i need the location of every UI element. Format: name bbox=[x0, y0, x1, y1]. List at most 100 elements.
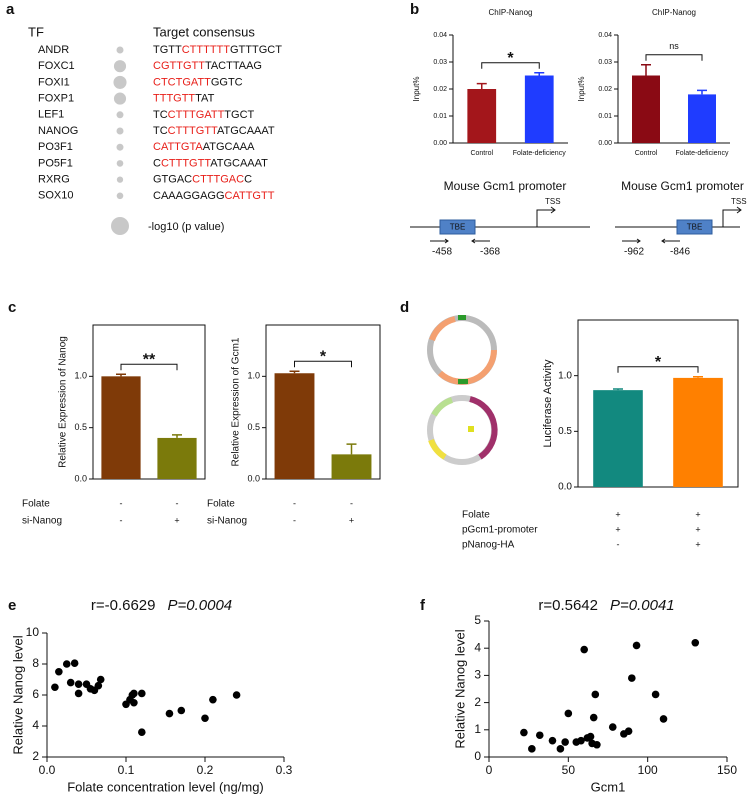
tbe-box bbox=[676, 219, 713, 235]
y-tick-label: 0.00 bbox=[598, 140, 612, 147]
point bbox=[177, 706, 186, 715]
primer-label: -846 bbox=[670, 247, 690, 258]
point bbox=[165, 709, 174, 718]
y-tick-label: 6 bbox=[32, 687, 39, 701]
tf-name: RXRG bbox=[38, 174, 70, 186]
point bbox=[201, 714, 209, 723]
condition-mark: + bbox=[615, 509, 620, 519]
y-axis-label: Input% bbox=[412, 77, 421, 102]
point bbox=[55, 667, 63, 676]
sequence: CAAAGGAGGCATTGTT bbox=[153, 190, 275, 202]
y-tick-label: 0.5 bbox=[74, 422, 87, 432]
tf-name: FOXC1 bbox=[38, 60, 75, 72]
panel-label: b bbox=[410, 1, 419, 18]
condition-label: Folate bbox=[462, 510, 490, 521]
table-header: TF bbox=[28, 24, 44, 39]
y-tick-label: 1.0 bbox=[558, 370, 572, 381]
bar bbox=[688, 94, 716, 143]
x-axis-label: Gcm1 bbox=[591, 779, 626, 794]
bar bbox=[274, 373, 315, 479]
panel-label: c bbox=[8, 299, 16, 316]
x-tick-label: 150 bbox=[717, 763, 737, 777]
chart-stat: P=0.0041 bbox=[610, 597, 675, 614]
sequence-part: GGTC bbox=[211, 76, 243, 88]
promoter-title: Mouse Gcm1 promoter bbox=[444, 179, 567, 193]
primer-label: -458 bbox=[432, 247, 452, 258]
y-tick-label: 5 bbox=[474, 613, 481, 627]
tbe-label: TBE bbox=[450, 223, 466, 232]
y-axis-label: Relative Nanog level bbox=[10, 635, 25, 754]
x-axis-label: Folate concentration level (ng/mg) bbox=[67, 779, 264, 794]
sequence-part: TAT bbox=[195, 93, 214, 105]
error-bar bbox=[693, 376, 703, 378]
y-tick-label: 3 bbox=[474, 668, 481, 682]
condition-mark: + bbox=[349, 515, 354, 525]
chart-title: ChIP-Nanog bbox=[652, 8, 696, 17]
condition-mark: + bbox=[695, 509, 700, 519]
bar bbox=[673, 377, 723, 487]
point bbox=[130, 698, 138, 707]
y-tick-label: 0.01 bbox=[598, 113, 612, 120]
error-bar bbox=[697, 89, 707, 95]
tss-arrow bbox=[722, 206, 742, 227]
sequence-part: ATGCAAA bbox=[203, 141, 255, 153]
p-bubble bbox=[116, 127, 124, 135]
chart-title: ChIP-Nanog bbox=[488, 8, 532, 17]
condition-mark: - bbox=[120, 498, 123, 508]
bar bbox=[467, 89, 497, 143]
y-tick-label: 10 bbox=[26, 625, 40, 639]
point bbox=[556, 745, 565, 753]
point bbox=[624, 727, 633, 735]
x-tick-label: 0.1 bbox=[118, 763, 135, 777]
p-bubble bbox=[116, 176, 124, 183]
tbe-box bbox=[439, 219, 476, 235]
significance-label: ns bbox=[669, 41, 679, 51]
sequence-part: ATGCAAAT bbox=[210, 157, 268, 169]
p-bubble bbox=[113, 92, 127, 105]
plasmid-feature bbox=[458, 315, 466, 320]
y-axis-label: Relative Nanog level bbox=[452, 629, 467, 748]
condition-mark: + bbox=[615, 524, 620, 534]
x-tick-label: 100 bbox=[638, 763, 658, 777]
plasmid-arc bbox=[428, 438, 447, 460]
chart-title: r=-0.6629 bbox=[91, 597, 156, 614]
bar bbox=[101, 376, 141, 479]
p-bubble bbox=[116, 192, 124, 200]
sequence: CCTTTGTTATGCAAAT bbox=[153, 157, 268, 169]
sequence-part: CTTTGTT bbox=[161, 157, 211, 169]
condition-label: si-Nanog bbox=[22, 516, 62, 527]
condition-mark: - bbox=[120, 515, 123, 525]
point bbox=[51, 683, 59, 692]
x-tick-label: 0.0 bbox=[39, 763, 56, 777]
significance-bracket bbox=[120, 363, 178, 371]
chart-title: r=0.5642 bbox=[538, 597, 598, 614]
significance-label: * bbox=[655, 354, 662, 371]
point bbox=[628, 674, 636, 682]
plasmid-maps bbox=[427, 315, 498, 465]
y-tick-label: 0.01 bbox=[433, 113, 447, 120]
significance-bracket bbox=[617, 366, 699, 373]
point bbox=[632, 641, 641, 650]
point bbox=[535, 731, 544, 740]
y-tick-label: 0.02 bbox=[598, 86, 612, 93]
sequence-part: ATGCAAAT bbox=[217, 125, 275, 137]
y-tick-label: 4 bbox=[474, 640, 481, 654]
significance-bracket bbox=[645, 54, 703, 61]
sequence: CTCTGATTGGTC bbox=[153, 76, 243, 88]
primer-fwd bbox=[430, 238, 449, 244]
sequence: CGTTGTTTACTTAAG bbox=[153, 60, 262, 72]
primer-fwd bbox=[622, 238, 641, 244]
plot-frame bbox=[577, 319, 739, 488]
point bbox=[608, 723, 617, 731]
point bbox=[232, 691, 241, 699]
point bbox=[62, 660, 71, 668]
x-tick-label: Control bbox=[470, 150, 493, 157]
significance-bracket bbox=[294, 360, 352, 368]
point bbox=[586, 732, 595, 741]
point bbox=[548, 736, 557, 745]
sequence: TCCTTTGTTATGCAAAT bbox=[153, 125, 275, 137]
sequence-part: C bbox=[244, 174, 252, 186]
plasmid-arc bbox=[431, 397, 454, 417]
tf-name: PO3F1 bbox=[38, 141, 73, 153]
